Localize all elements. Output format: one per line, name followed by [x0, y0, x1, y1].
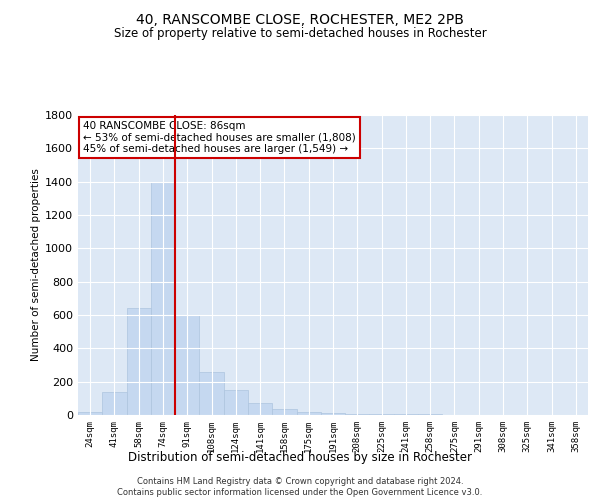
- Y-axis label: Number of semi-detached properties: Number of semi-detached properties: [31, 168, 41, 362]
- Text: Distribution of semi-detached houses by size in Rochester: Distribution of semi-detached houses by …: [128, 451, 472, 464]
- Bar: [78, 412, 102, 415]
- Bar: [418, 414, 442, 415]
- Bar: [151, 182, 175, 415]
- Bar: [248, 404, 272, 415]
- Text: Contains HM Land Registry data © Crown copyright and database right 2024.: Contains HM Land Registry data © Crown c…: [137, 476, 463, 486]
- Bar: [394, 414, 418, 415]
- Bar: [370, 414, 394, 415]
- Text: 40 RANSCOMBE CLOSE: 86sqm
← 53% of semi-detached houses are smaller (1,808)
45% : 40 RANSCOMBE CLOSE: 86sqm ← 53% of semi-…: [83, 121, 356, 154]
- Bar: [199, 372, 224, 415]
- Bar: [102, 392, 127, 415]
- Bar: [345, 414, 370, 415]
- Bar: [224, 390, 248, 415]
- Text: 40, RANSCOMBE CLOSE, ROCHESTER, ME2 2PB: 40, RANSCOMBE CLOSE, ROCHESTER, ME2 2PB: [136, 12, 464, 26]
- Bar: [296, 412, 321, 415]
- Bar: [175, 315, 199, 415]
- Text: Size of property relative to semi-detached houses in Rochester: Size of property relative to semi-detach…: [113, 28, 487, 40]
- Bar: [127, 308, 151, 415]
- Bar: [272, 409, 296, 415]
- Text: Contains public sector information licensed under the Open Government Licence v3: Contains public sector information licen…: [118, 488, 482, 497]
- Bar: [321, 412, 345, 415]
